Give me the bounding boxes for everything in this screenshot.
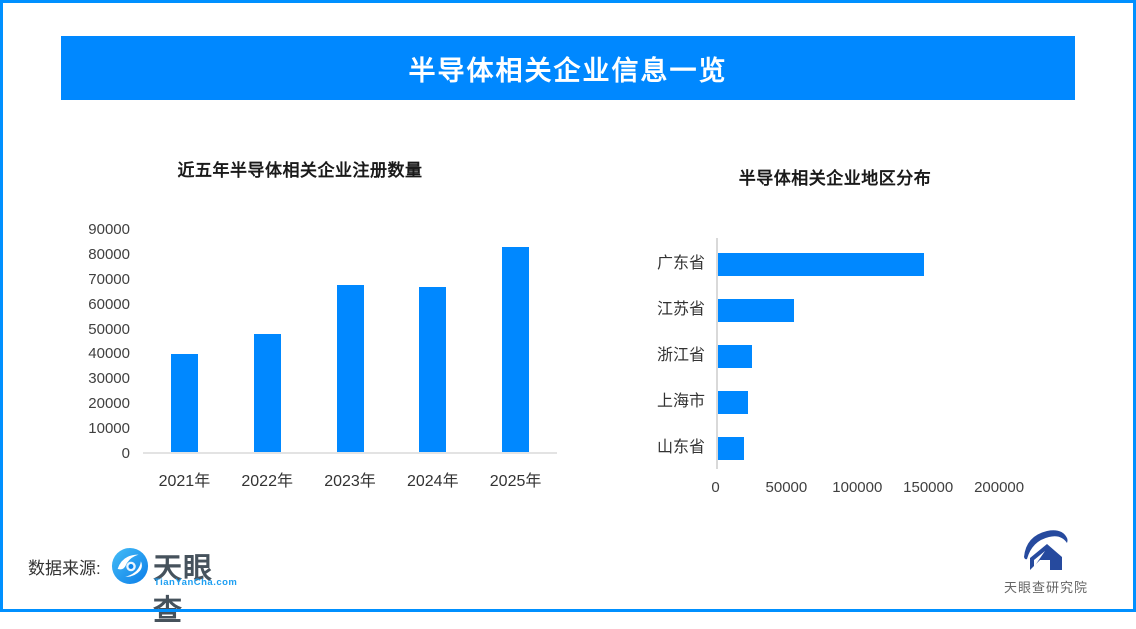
left-chart-plot-area — [143, 230, 557, 454]
research-institute-label: 天眼查研究院 — [1003, 580, 1088, 595]
x-category-label: 2023年 — [324, 473, 376, 490]
y-tick-label: 20000 — [88, 395, 130, 413]
y-tick-label: 40000 — [88, 345, 130, 363]
research-institute-icon — [1024, 530, 1068, 570]
x-category-label: 2025年 — [489, 473, 542, 490]
y-tick-label: 50000 — [88, 320, 130, 338]
left-chart-y-axis: 0 10000 20000 30000 40000 50000 60000 70000 8000… — [50, 221, 130, 462]
bar-2021年 — [170, 353, 198, 452]
region-label: 浙江省 — [656, 347, 705, 364]
y-tick-label: 60000 — [88, 295, 130, 313]
region-label: 广东省 — [656, 255, 705, 272]
bar-浙江省 — [718, 344, 753, 368]
bar-广东省 — [718, 252, 924, 276]
y-tick-label: 80000 — [88, 245, 130, 263]
tianyancha-eye-icon — [111, 547, 149, 585]
bar-2024年 — [419, 286, 447, 452]
region-label: 上海市 — [656, 393, 705, 410]
y-tick-label: 90000 — [88, 221, 130, 238]
right-chart-plot-area: 广东省江苏省浙江省上海市山东省 — [640, 238, 1080, 471]
y-tick-label: 0 — [121, 445, 130, 462]
right-chart-axis-line — [716, 238, 718, 469]
bar-2025年 — [502, 246, 530, 452]
research-institute-logo: 天眼查研究院 — [996, 524, 1096, 596]
header-banner: 半导体相关企业信息一览 — [61, 36, 1075, 100]
x-category-label: 2022年 — [241, 473, 293, 490]
bar-山东省 — [718, 436, 745, 460]
region-label: 山东省 — [656, 439, 705, 456]
y-tick-label: 30000 — [88, 370, 130, 388]
y-tick-label: 10000 — [88, 420, 130, 438]
page-title: 半导体相关企业信息一览 — [408, 55, 728, 86]
left-chart-title: 近五年半导体相关企业注册数量 — [177, 161, 423, 180]
bar-江苏省 — [718, 298, 794, 322]
x-category-label: 2021年 — [158, 473, 211, 490]
x-tick-label: 0 — [711, 479, 720, 496]
bar-上海市 — [718, 390, 748, 414]
x-tick-label: 200000 — [974, 479, 1025, 496]
y-tick-label: 70000 — [88, 270, 130, 288]
data-source-label: 数据来源: — [28, 559, 101, 578]
tianyancha-domain-text: TianYanCha.com — [154, 577, 238, 588]
bar-2022年 — [253, 333, 281, 452]
x-category-label: 2024年 — [406, 473, 459, 490]
bar-2023年 — [336, 285, 364, 452]
right-chart-x-axis: 0 50000 100000 150000 200000 — [640, 479, 1080, 499]
x-tick-label: 150000 — [903, 479, 954, 496]
tianyancha-logo: 天眼查 TianYanCha.com — [111, 545, 241, 627]
x-tick-label: 100000 — [832, 479, 883, 496]
region-label: 江苏省 — [656, 301, 705, 318]
right-chart-title: 半导体相关企业地区分布 — [738, 169, 932, 188]
x-tick-label: 50000 — [765, 479, 808, 496]
left-chart-x-axis: 2021年 2022年 2023年 2024年 2025年 — [143, 467, 557, 490]
